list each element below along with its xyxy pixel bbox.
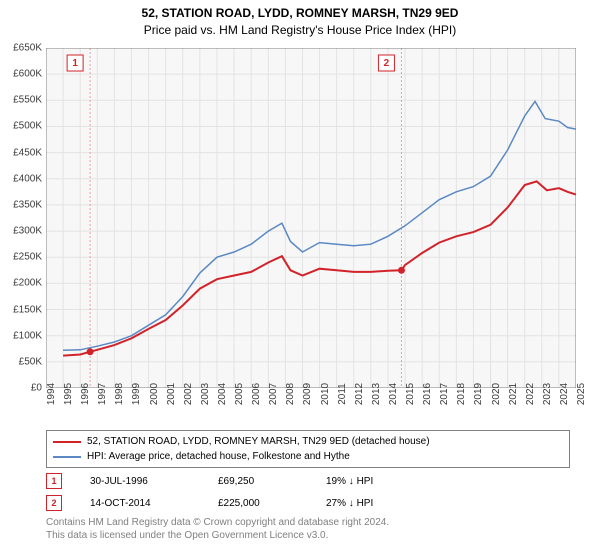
y-tick-label: £450K <box>13 147 42 158</box>
sales-table: 1 30-JUL-1996 £69,250 19% ↓ HPI 2 14-OCT-2014… <box>46 470 570 514</box>
y-tick-label: £600K <box>13 69 42 80</box>
y-tick-label: £300K <box>13 226 42 237</box>
footer-attribution: Contains HM Land Registry data © Crown c… <box>46 516 570 542</box>
x-tick-label: 1996 <box>80 383 91 405</box>
x-tick-label: 2019 <box>473 383 484 405</box>
sale-delta: 27% ↓ HPI <box>326 498 373 509</box>
x-tick-label: 2022 <box>525 383 536 405</box>
x-tick-label: 1995 <box>63 383 74 405</box>
x-tick-label: 1994 <box>46 383 57 405</box>
x-tick-label: 2008 <box>285 383 296 405</box>
sale-price: £69,250 <box>218 476 298 487</box>
legend-swatch <box>53 441 81 443</box>
legend-label: 52, STATION ROAD, LYDD, ROMNEY MARSH, TN… <box>87 434 430 449</box>
x-axis: 1994199519961997199819992000200120022003… <box>46 392 576 432</box>
chart-title: 52, STATION ROAD, LYDD, ROMNEY MARSH, TN… <box>0 0 600 22</box>
x-tick-label: 2001 <box>166 383 177 405</box>
x-tick-label: 2006 <box>251 383 262 405</box>
y-tick-label: £0 <box>31 383 42 394</box>
footer-line: Contains HM Land Registry data © Crown c… <box>46 516 570 529</box>
legend: 52, STATION ROAD, LYDD, ROMNEY MARSH, TN… <box>46 430 570 468</box>
x-tick-label: 2002 <box>183 383 194 405</box>
x-tick-label: 2005 <box>234 383 245 405</box>
y-tick-label: £550K <box>13 95 42 106</box>
x-tick-label: 2024 <box>559 383 570 405</box>
x-tick-label: 2011 <box>337 383 348 405</box>
y-tick-label: £500K <box>13 121 42 132</box>
sale-date: 30-JUL-1996 <box>90 476 190 487</box>
svg-text:2: 2 <box>384 58 390 69</box>
x-tick-label: 2020 <box>491 383 502 405</box>
sale-badge: 1 <box>46 473 62 489</box>
y-tick-label: £200K <box>13 278 42 289</box>
x-tick-label: 2015 <box>405 383 416 405</box>
x-tick-label: 2021 <box>508 383 519 405</box>
x-tick-label: 2013 <box>371 383 382 405</box>
y-tick-label: £350K <box>13 199 42 210</box>
x-tick-label: 2023 <box>542 383 553 405</box>
x-tick-label: 2016 <box>422 383 433 405</box>
x-tick-label: 2014 <box>388 383 399 405</box>
y-tick-label: £50K <box>19 356 42 367</box>
y-tick-label: £650K <box>13 43 42 54</box>
x-tick-label: 2025 <box>576 383 587 405</box>
legend-label: HPI: Average price, detached house, Folk… <box>87 449 350 464</box>
svg-text:1: 1 <box>72 58 78 69</box>
legend-item: HPI: Average price, detached house, Folk… <box>53 449 563 464</box>
footer-line: This data is licensed under the Open Gov… <box>46 529 570 542</box>
sale-delta: 19% ↓ HPI <box>326 476 373 487</box>
legend-swatch <box>53 456 81 458</box>
sale-row: 2 14-OCT-2014 £225,000 27% ↓ HPI <box>46 492 570 514</box>
x-tick-label: 1999 <box>131 383 142 405</box>
x-tick-label: 2009 <box>302 383 313 405</box>
legend-item: 52, STATION ROAD, LYDD, ROMNEY MARSH, TN… <box>53 434 563 449</box>
sale-price: £225,000 <box>218 498 298 509</box>
x-tick-label: 2018 <box>456 383 467 405</box>
y-tick-label: £150K <box>13 304 42 315</box>
x-tick-label: 2010 <box>320 383 331 405</box>
x-tick-label: 2012 <box>354 383 365 405</box>
sale-row: 1 30-JUL-1996 £69,250 19% ↓ HPI <box>46 470 570 492</box>
x-tick-label: 2017 <box>439 383 450 405</box>
y-tick-label: £400K <box>13 173 42 184</box>
plot-area: 12 <box>46 48 576 388</box>
chart-container: 52, STATION ROAD, LYDD, ROMNEY MARSH, TN… <box>0 0 600 560</box>
x-tick-label: 2003 <box>200 383 211 405</box>
y-tick-label: £250K <box>13 252 42 263</box>
x-tick-label: 2007 <box>268 383 279 405</box>
sale-date: 14-OCT-2014 <box>90 498 190 509</box>
x-tick-label: 1997 <box>97 383 108 405</box>
x-tick-label: 2004 <box>217 383 228 405</box>
y-tick-label: £100K <box>13 330 42 341</box>
chart-subtitle: Price paid vs. HM Land Registry's House … <box>0 22 600 37</box>
sale-badge: 2 <box>46 495 62 511</box>
x-tick-label: 2000 <box>149 383 160 405</box>
y-axis: £0£50K£100K£150K£200K£250K£300K£350K£400… <box>0 48 44 388</box>
x-tick-label: 1998 <box>114 383 125 405</box>
